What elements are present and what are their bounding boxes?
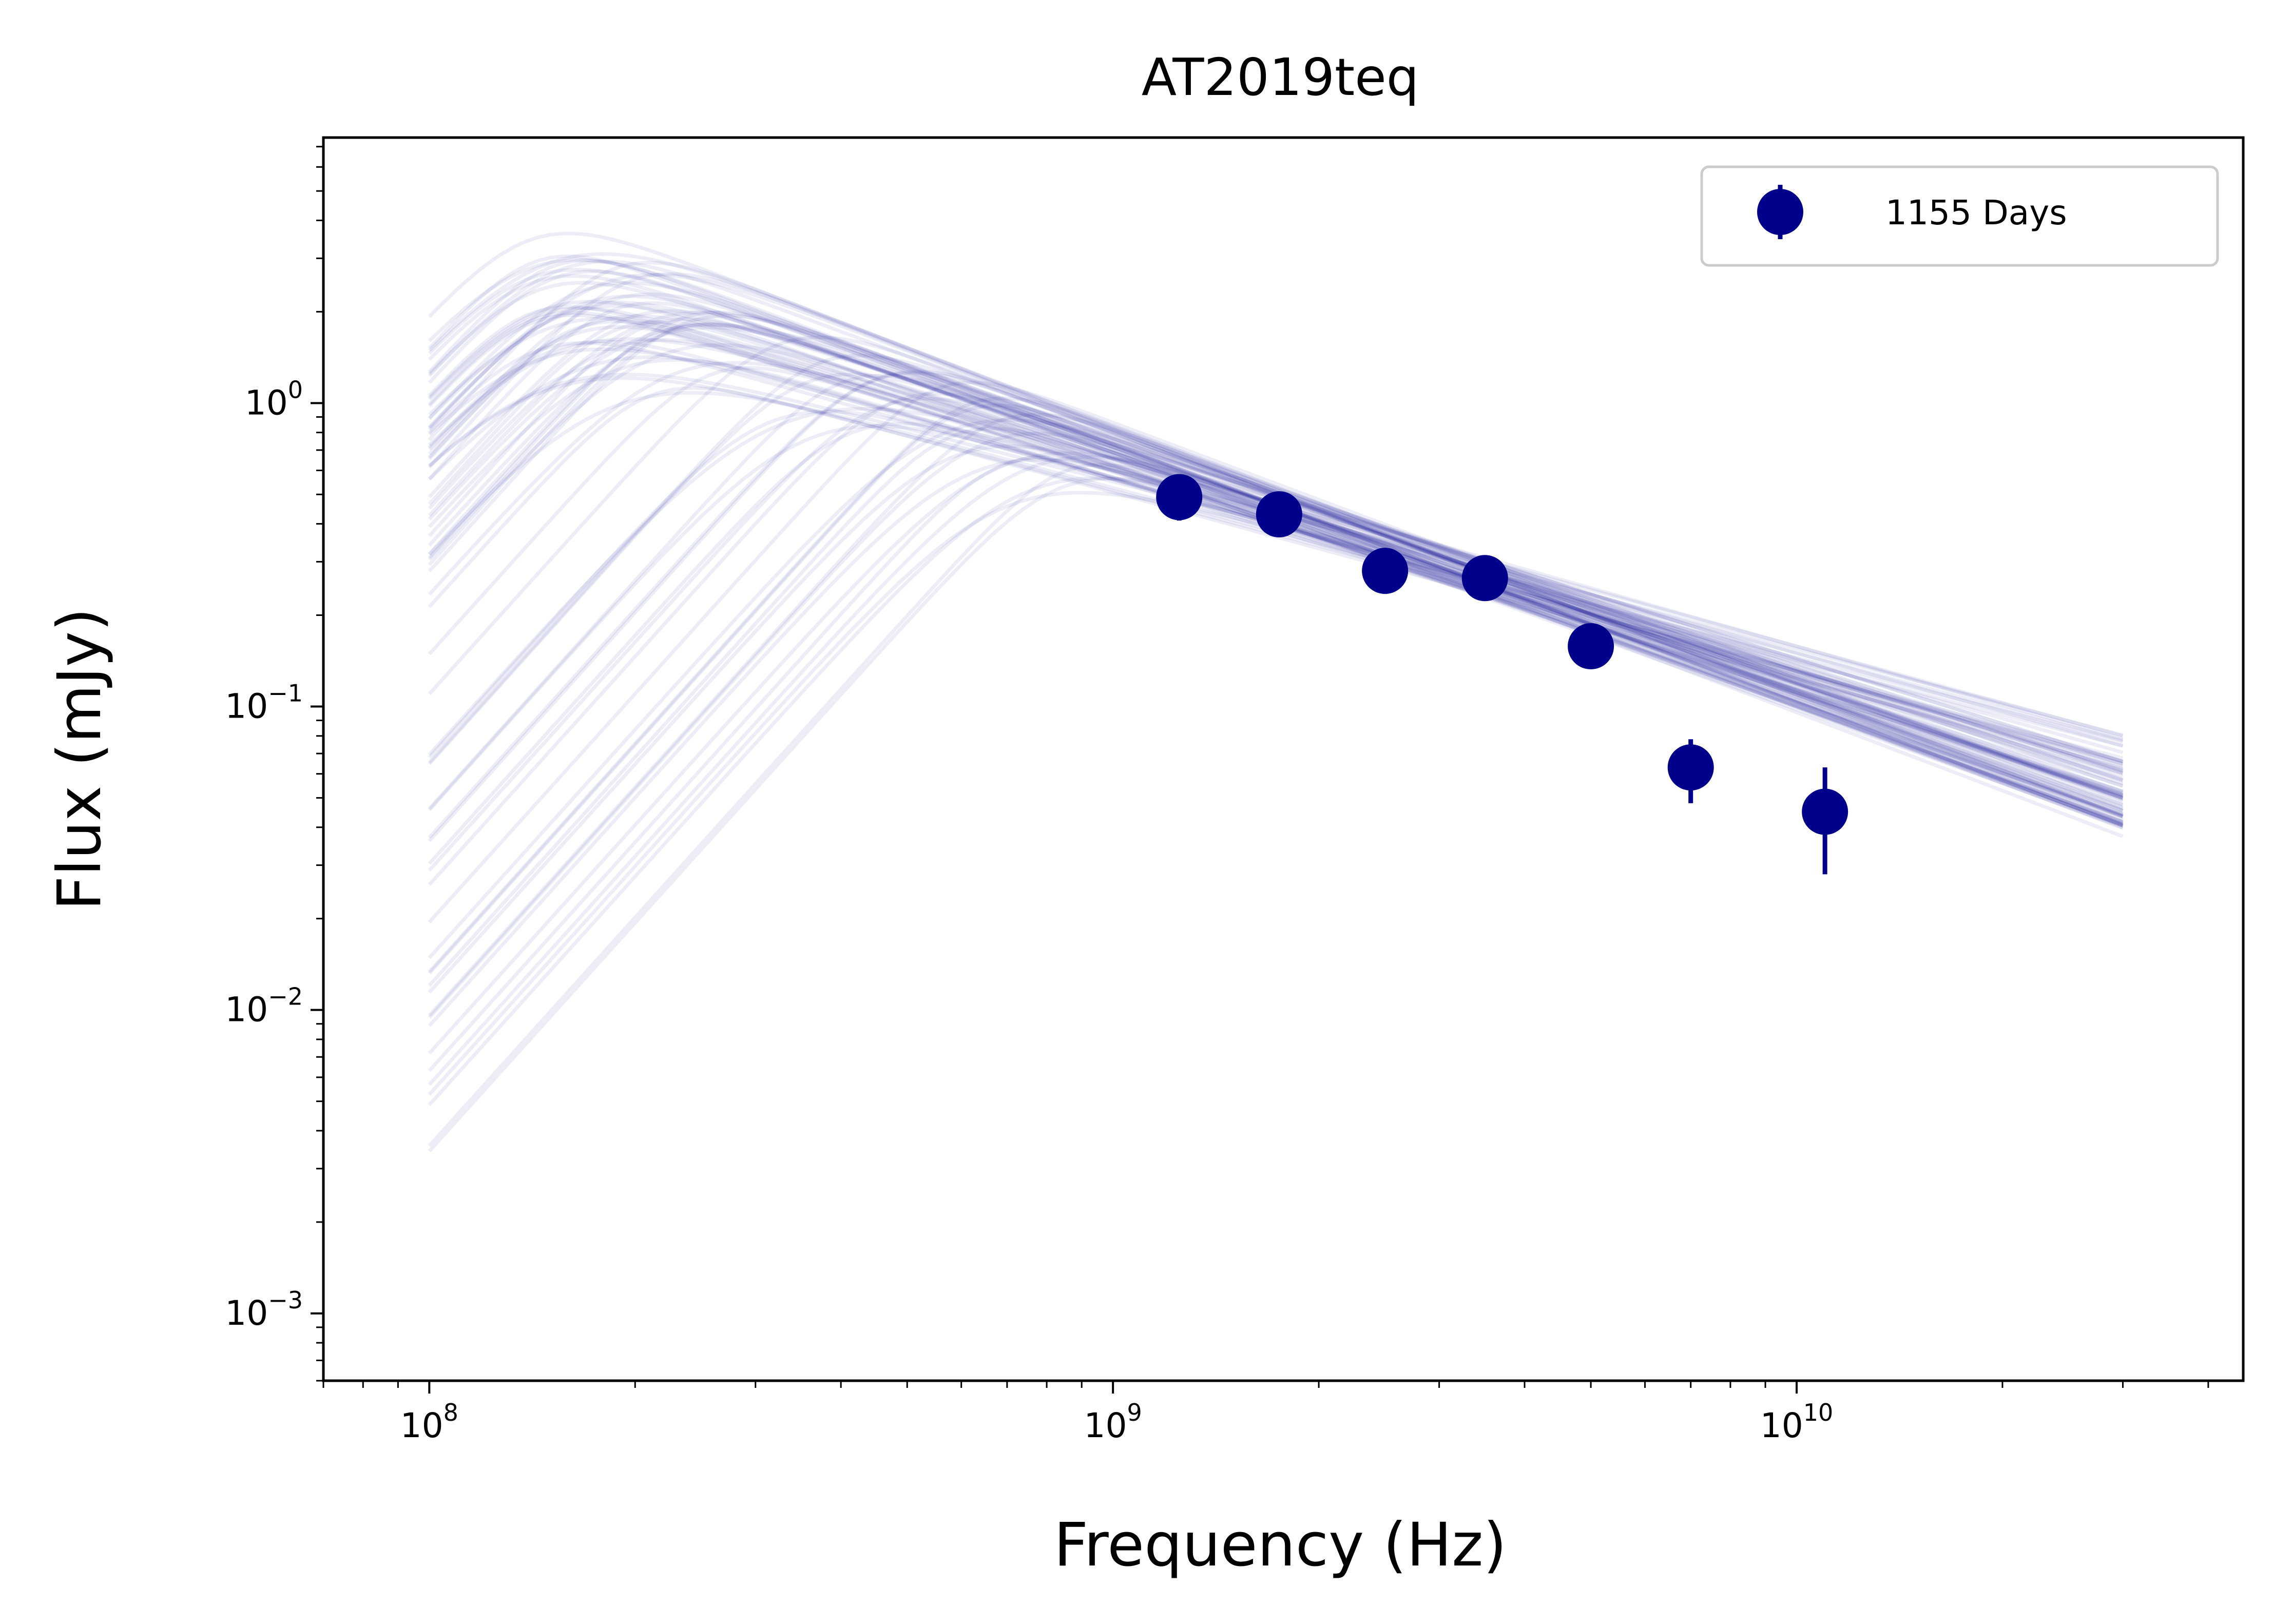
x-axis-label: Frequency (Hz) [1054,1510,1507,1580]
y-tick-label: 10−2 [225,983,303,1030]
y-tick-label: 100 [245,376,303,422]
legend: 1155 Days [1700,165,2219,267]
model-curve [428,231,2124,818]
legend-label: 1155 Days [1885,193,2067,233]
model-curve [428,323,2124,774]
y-axis-ticks: 10−3 10−2 10−1 100 [225,146,323,1382]
data-point [1256,491,1302,538]
legend-box [1700,165,2219,267]
x-axis-ticks: 108 109 1010 [322,1381,2209,1445]
y-tick-label: 10−3 [225,1286,303,1333]
data-point [1156,474,1203,520]
x-tick-label: 108 [400,1399,458,1445]
model-curve [428,380,2124,923]
plot-frame [322,136,2245,1382]
y-axis-label: Flux (mJy) [44,608,114,910]
x-tick-label: 1010 [1760,1399,1834,1445]
data-point [1568,623,1614,670]
legend-marker [1757,189,1803,235]
data-points [1156,474,1848,875]
data-point [1667,744,1714,791]
x-tick-label: 109 [1084,1399,1142,1445]
chart-title: AT2019teq [1142,47,1419,107]
model-curve [428,396,2124,973]
model-curve [428,272,2124,809]
data-point [1461,555,1508,602]
data-point [1802,788,1848,835]
data-point [1362,548,1409,594]
model-curve [428,413,2124,1017]
model-curve [428,354,2124,788]
y-tick-label: 10−1 [225,679,303,726]
